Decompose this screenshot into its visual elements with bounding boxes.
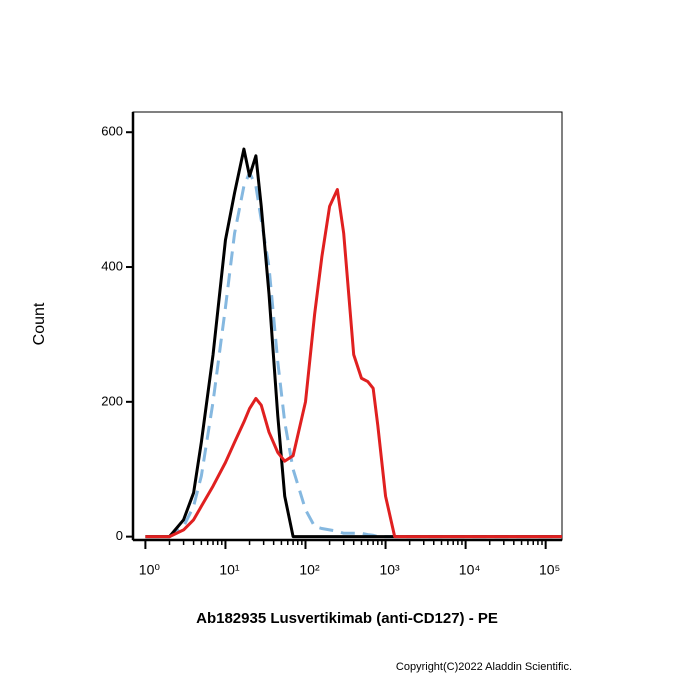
x-tick-label: 10¹ — [219, 562, 240, 578]
copyright: Copyright(C)2022 Aladdin Scientific. — [396, 661, 572, 673]
y-tick-label: 600 — [101, 124, 123, 139]
x-tick-label: 10² — [299, 562, 320, 578]
x-tick-label: 10⁵ — [539, 562, 560, 578]
x-axis-label: Ab182935 Lusvertikimab (anti-CD127) - PE — [196, 610, 498, 627]
series-line — [145, 147, 562, 539]
series-line — [145, 188, 562, 539]
x-tick-label: 10⁴ — [459, 562, 481, 578]
x-tick-label: 10⁰ — [139, 562, 161, 578]
y-tick-label: 400 — [101, 258, 123, 273]
y-tick-label: 200 — [101, 393, 123, 408]
y-tick-label: 0 — [116, 528, 123, 543]
x-tick-label: 10³ — [379, 562, 400, 578]
y-axis-label: Count — [31, 302, 48, 345]
